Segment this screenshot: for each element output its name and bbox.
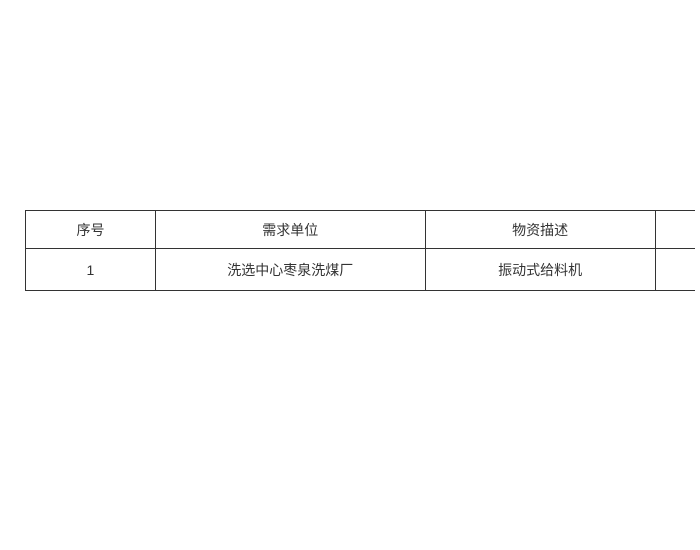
table-row: 1 洗选中心枣泉洗煤厂 振动式给料机 <box>26 249 696 291</box>
header-cell-unit: 需求单位 <box>155 211 425 249</box>
cell-description: 振动式给料机 <box>425 249 655 291</box>
header-cell-description: 物资描述 <box>425 211 655 249</box>
table-container: 序号 需求单位 物资描述 1 洗选中心枣泉洗煤厂 振动式给料机 <box>25 210 695 291</box>
cell-extra <box>655 249 695 291</box>
cell-index: 1 <box>26 249 156 291</box>
data-table: 序号 需求单位 物资描述 1 洗选中心枣泉洗煤厂 振动式给料机 <box>25 210 695 291</box>
table-header-row: 序号 需求单位 物资描述 <box>26 211 696 249</box>
header-cell-extra <box>655 211 695 249</box>
header-cell-index: 序号 <box>26 211 156 249</box>
cell-unit: 洗选中心枣泉洗煤厂 <box>155 249 425 291</box>
